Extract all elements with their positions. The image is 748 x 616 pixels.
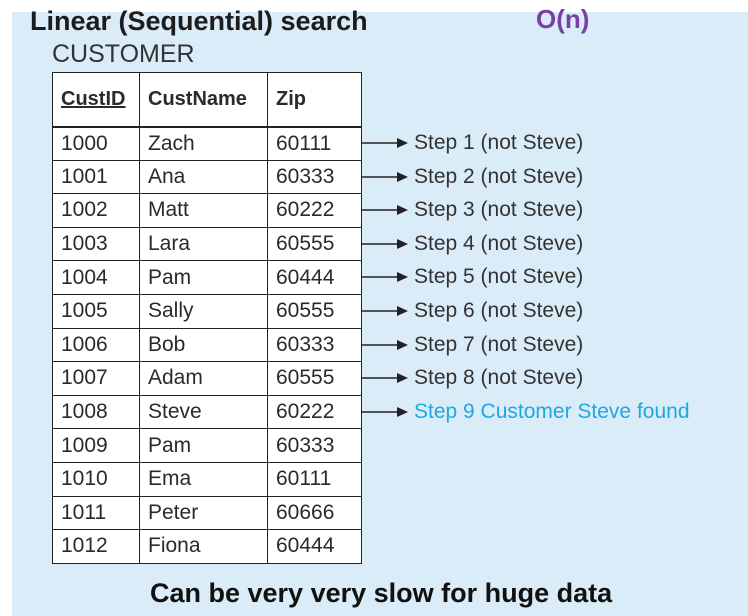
search-step-label: Step 3 (not Steve) (414, 198, 584, 221)
cell-zip: 60111 (267, 461, 362, 497)
cell-custid: 1000 (52, 126, 140, 161)
search-step-label: Step 1 (not Steve) (414, 131, 584, 154)
column-header-custid: CustID (52, 72, 140, 128)
cell-zip: 60111 (267, 126, 362, 161)
search-step-label: Step 7 (not Steve) (414, 333, 584, 356)
cell-custname: Matt (139, 193, 268, 228)
cell-custname: Sally (139, 293, 268, 329)
cell-zip: 60333 (267, 428, 362, 463)
table-row: 1011 Peter 60666 (52, 495, 362, 531)
table-name: CUSTOMER (52, 40, 195, 68)
table-row: 1004 Pam 60444 (52, 260, 362, 295)
right-arrow-icon (362, 138, 408, 148)
cell-custname: Bob (139, 327, 268, 363)
cell-custname: Pam (139, 428, 268, 463)
cell-zip: 60555 (267, 226, 362, 262)
search-step-label: Step 9 Customer Steve found (414, 400, 690, 423)
cell-zip: 60444 (267, 260, 362, 295)
cell-custname: Pam (139, 260, 268, 295)
right-arrow-icon (362, 306, 408, 316)
footer-note: Can be very very slow for huge data (150, 578, 613, 608)
table-row: 1008 Steve 60222 (52, 394, 362, 430)
cell-custname: Fiona (139, 529, 268, 564)
column-header-custname: CustName (139, 72, 268, 128)
cell-zip: 60666 (267, 495, 362, 531)
cell-custname: Steve (139, 394, 268, 430)
right-arrow-icon (362, 340, 408, 350)
table-row: 1009 Pam 60333 (52, 428, 362, 463)
search-step-label: Step 5 (not Steve) (414, 265, 584, 288)
search-step-label: Step 6 (not Steve) (414, 299, 584, 322)
right-arrow-icon (362, 407, 408, 417)
cell-custname: Lara (139, 226, 268, 262)
search-step: Step 2 (not Steve) (362, 162, 583, 192)
right-arrow-icon (362, 172, 408, 182)
cell-custname: Peter (139, 495, 268, 531)
table-row: 1010 Ema 60111 (52, 461, 362, 497)
cell-zip: 60555 (267, 361, 362, 396)
search-step: Step 8 (not Steve) (362, 363, 583, 393)
table-row: 1001 Ana 60333 (52, 159, 362, 195)
cell-zip: 60222 (267, 394, 362, 430)
cell-custid: 1007 (52, 361, 140, 396)
table-row: 1002 Matt 60222 (52, 193, 362, 228)
table-header-row: CustID CustName Zip (52, 72, 362, 128)
cell-zip: 60333 (267, 327, 362, 363)
complexity-label: O(n) (536, 4, 590, 34)
cell-zip: 60222 (267, 193, 362, 228)
column-header-zip: Zip (267, 72, 362, 128)
cell-custid: 1002 (52, 193, 140, 228)
right-arrow-icon (362, 205, 408, 215)
cell-zip: 60333 (267, 159, 362, 195)
cell-custname: Ema (139, 461, 268, 497)
cell-custid: 1001 (52, 159, 140, 195)
cell-custid: 1008 (52, 394, 140, 430)
table-row: 1000 Zach 60111 (52, 126, 362, 161)
search-step: Step 1 (not Steve) (362, 128, 583, 158)
cell-zip: 60555 (267, 293, 362, 329)
cell-custid: 1009 (52, 428, 140, 463)
search-step-label: Step 4 (not Steve) (414, 232, 584, 255)
cell-custid: 1011 (52, 495, 140, 531)
cell-custname: Zach (139, 126, 268, 161)
search-step: Step 9 Customer Steve found (362, 397, 690, 427)
search-step: Step 5 (not Steve) (362, 262, 583, 292)
search-step-label: Step 8 (not Steve) (414, 366, 584, 389)
cell-custid: 1006 (52, 327, 140, 363)
cell-custid: 1012 (52, 529, 140, 564)
search-step: Step 3 (not Steve) (362, 195, 583, 225)
right-arrow-icon (362, 239, 408, 249)
customer-table: CustID CustName Zip 1000 Zach 60111 1001… (52, 72, 362, 564)
right-arrow-icon (362, 272, 408, 282)
cell-custname: Ana (139, 159, 268, 195)
cell-custid: 1010 (52, 461, 140, 497)
table-row: 1012 Fiona 60444 (52, 529, 362, 564)
cell-custname: Adam (139, 361, 268, 396)
cell-custid: 1003 (52, 226, 140, 262)
right-arrow-icon (362, 373, 408, 383)
table-row: 1003 Lara 60555 (52, 226, 362, 262)
search-step: Step 7 (not Steve) (362, 330, 583, 360)
table-row: 1007 Adam 60555 (52, 361, 362, 396)
search-step: Step 4 (not Steve) (362, 229, 583, 259)
slide-title: Linear (Sequential) search (30, 6, 368, 36)
cell-custid: 1004 (52, 260, 140, 295)
search-step-label: Step 2 (not Steve) (414, 165, 584, 188)
table-row: 1005 Sally 60555 (52, 293, 362, 329)
cell-zip: 60444 (267, 529, 362, 564)
cell-custid: 1005 (52, 293, 140, 329)
search-step: Step 6 (not Steve) (362, 296, 583, 326)
table-row: 1006 Bob 60333 (52, 327, 362, 363)
